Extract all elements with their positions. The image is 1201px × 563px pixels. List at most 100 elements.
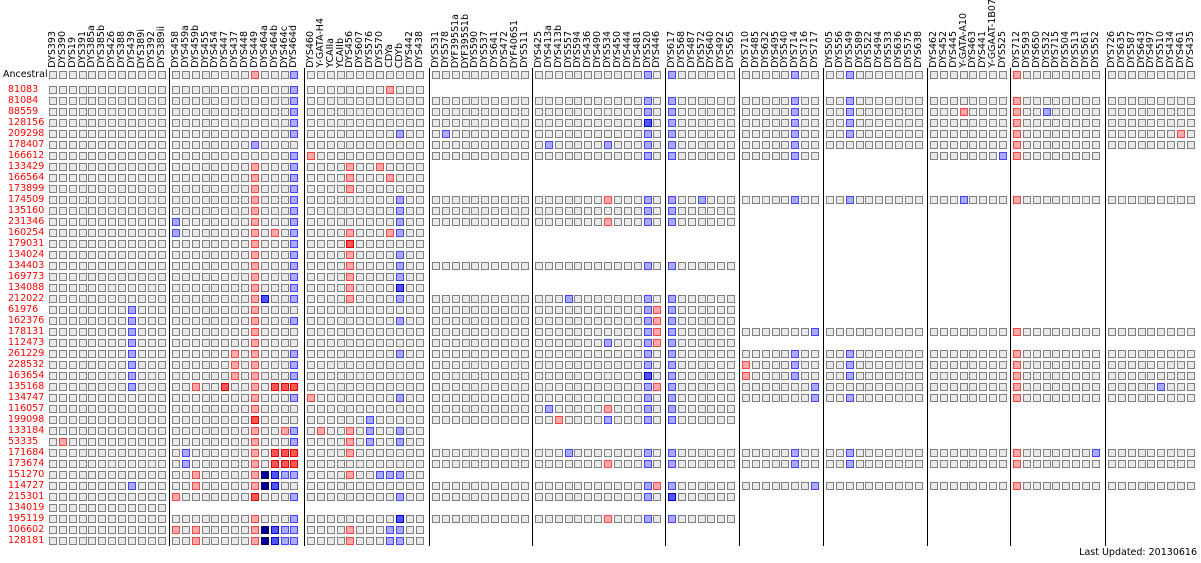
kit-id-link[interactable]: 209298 — [8, 128, 45, 139]
marker-cell — [346, 427, 355, 435]
marker-cell — [855, 328, 864, 336]
marker-cell — [510, 152, 519, 160]
kit-id-link[interactable]: 133184 — [8, 425, 45, 436]
kit-id-link[interactable]: 135168 — [8, 381, 45, 392]
kit-id-link[interactable]: 81084 — [8, 95, 39, 106]
kit-id-link[interactable]: 174509 — [8, 194, 45, 205]
marker-cell — [147, 196, 156, 204]
marker-cell — [270, 515, 279, 523]
marker-cell — [564, 372, 573, 380]
marker-cell — [231, 163, 240, 171]
marker-cell — [1127, 394, 1136, 402]
kit-id-link[interactable]: 261229 — [8, 348, 45, 359]
marker-cell — [520, 218, 529, 226]
marker-cell — [687, 295, 696, 303]
marker-cell — [78, 504, 87, 512]
marker-cell — [432, 317, 440, 325]
marker-cell — [1072, 141, 1081, 149]
kit-id-link[interactable]: 81083 — [8, 84, 39, 95]
marker-cell — [118, 515, 127, 523]
marker-cell — [181, 130, 190, 138]
kit-id-link[interactable]: 151270 — [8, 469, 45, 480]
kit-id-link[interactable]: 215301 — [8, 491, 45, 502]
marker-cell — [211, 405, 220, 413]
kit-id-link[interactable]: 173899 — [8, 183, 45, 194]
marker-cell — [58, 504, 67, 512]
kit-id-link[interactable]: 171684 — [8, 447, 45, 458]
kit-id-link[interactable]: 128156 — [8, 117, 45, 128]
marker-cell — [405, 152, 414, 160]
kit-id-link[interactable]: 134403 — [8, 260, 45, 271]
marker-cell — [1127, 383, 1136, 391]
marker-cell — [1032, 482, 1041, 490]
kit-id-link[interactable]: 166564 — [8, 172, 45, 183]
kit-id-link[interactable]: 133429 — [8, 161, 45, 172]
marker-cell — [201, 130, 210, 138]
kit-id-link[interactable]: 116057 — [8, 403, 45, 414]
marker-cell — [49, 130, 57, 138]
marker-cell — [668, 449, 676, 457]
marker-cell — [157, 240, 166, 248]
kit-id-link[interactable]: 114727 — [8, 480, 45, 491]
marker-cell — [231, 427, 240, 435]
kit-id-link[interactable]: 61976 — [8, 304, 39, 315]
marker-cell — [623, 108, 632, 116]
marker-cell — [78, 273, 87, 281]
kit-id-link[interactable]: 195119 — [8, 513, 45, 524]
marker-cell — [584, 482, 593, 490]
marker-cell — [78, 383, 87, 391]
marker-cell — [366, 394, 375, 402]
marker-cell — [432, 328, 440, 336]
kit-id-link[interactable]: 212022 — [8, 293, 45, 304]
marker-cell — [959, 449, 968, 457]
marker-cell — [717, 196, 726, 204]
kit-id-link[interactable]: 173674 — [8, 458, 45, 469]
kit-id-link[interactable]: 106602 — [8, 524, 45, 535]
kit-id-link[interactable]: 135160 — [8, 205, 45, 216]
marker-cell — [727, 394, 736, 402]
kit-id-link[interactable]: 112473 — [8, 337, 45, 348]
marker-cell — [415, 86, 424, 94]
marker-cell — [181, 262, 190, 270]
marker-cell — [1091, 130, 1100, 138]
marker-cell — [78, 405, 87, 413]
marker-cell — [594, 493, 603, 501]
kit-id-link[interactable]: 88559 — [8, 106, 39, 117]
marker-cell — [137, 482, 146, 490]
marker-cell — [653, 262, 662, 270]
kit-id-link[interactable]: 163654 — [8, 370, 45, 381]
marker-cell — [623, 361, 632, 369]
marker-cell — [653, 361, 662, 369]
kit-id-link[interactable]: 162376 — [8, 315, 45, 326]
kit-id-link[interactable]: 134019 — [8, 502, 45, 513]
kit-id-link[interactable]: 160254 — [8, 227, 45, 238]
kit-id-link[interactable]: 199098 — [8, 414, 45, 425]
kit-id-link[interactable]: 178407 — [8, 139, 45, 150]
marker-cell — [535, 449, 543, 457]
kit-id-link[interactable]: 231346 — [8, 216, 45, 227]
kit-id-link[interactable]: 134088 — [8, 282, 45, 293]
kit-id-link[interactable]: 179031 — [8, 238, 45, 249]
marker-cell — [461, 317, 470, 325]
marker-cell — [260, 86, 269, 94]
kit-id-link[interactable]: 169773 — [8, 271, 45, 282]
kit-id-link[interactable]: 134747 — [8, 392, 45, 403]
kit-id-link[interactable]: 134024 — [8, 249, 45, 260]
marker-cell — [432, 515, 440, 523]
marker-cell — [687, 108, 696, 116]
marker-cell — [118, 306, 127, 314]
marker-cell — [336, 515, 345, 523]
kit-id-link[interactable]: 53335 — [8, 436, 39, 447]
kit-id-link[interactable]: 178131 — [8, 326, 45, 337]
kit-id-link[interactable]: 128181 — [8, 535, 45, 546]
marker-cell — [270, 482, 279, 490]
kit-id-link[interactable]: 166612 — [8, 150, 45, 161]
marker-cell — [949, 482, 958, 490]
marker-cell — [574, 405, 583, 413]
marker-cell — [157, 130, 166, 138]
kit-id-link[interactable]: 228532 — [8, 359, 45, 370]
marker-cell — [376, 493, 385, 501]
marker-cell — [574, 515, 583, 523]
marker-cell — [811, 130, 820, 138]
marker-cell — [376, 482, 385, 490]
